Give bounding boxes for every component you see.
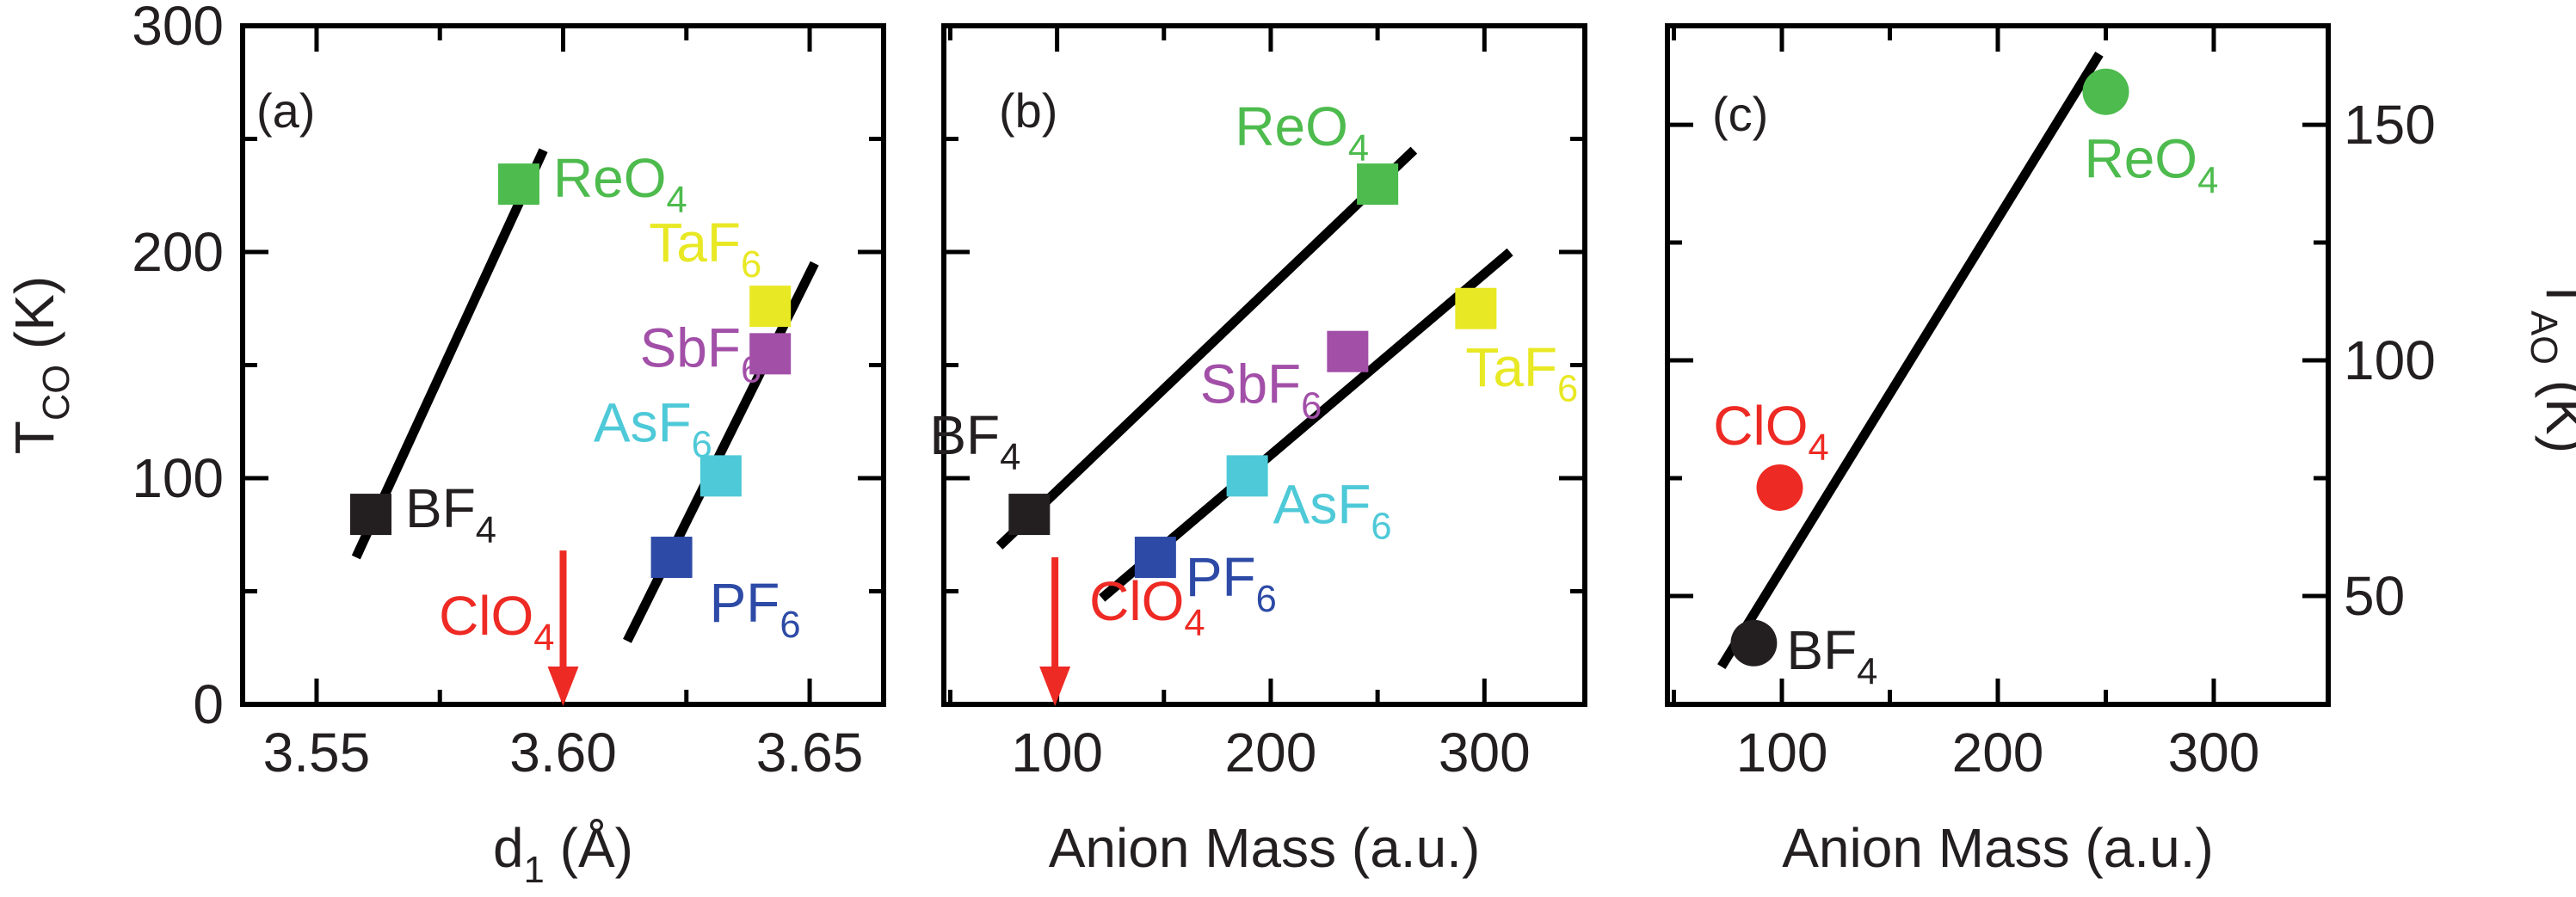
arrow-head xyxy=(1039,667,1071,706)
panel-label: (b) xyxy=(999,83,1057,138)
label-asf: AsF6 xyxy=(594,391,712,465)
x-tick-label: 200 xyxy=(1952,722,2044,783)
y-tick-label: 0 xyxy=(193,673,224,735)
panel-label: (a) xyxy=(256,83,315,138)
label-sbf: SbF6 xyxy=(1200,353,1322,427)
marker-taf xyxy=(1455,287,1497,329)
label-clo: ClO4 xyxy=(1713,395,1828,469)
x-axis-title: Anion Mass (a.u.) xyxy=(1782,817,2214,879)
x-tick-label: 3.55 xyxy=(263,722,371,783)
label-reo: ReO4 xyxy=(1235,95,1369,169)
arrow-label: ClO4 xyxy=(439,585,554,659)
fit-line xyxy=(995,146,1418,550)
label-bf: BF4 xyxy=(1786,619,1877,693)
arrow-head xyxy=(547,667,579,706)
label-reo: ReO4 xyxy=(553,147,687,221)
fit-line xyxy=(351,148,548,560)
marker-reo xyxy=(1357,163,1399,206)
x-axis-title: Anion Mass (a.u.) xyxy=(1049,817,1481,879)
x-tick-label: 200 xyxy=(1225,722,1317,783)
marker-reo xyxy=(497,163,539,206)
y-tick-label: 50 xyxy=(2344,565,2405,627)
label-sbf: SbF6 xyxy=(640,316,762,390)
marker-sbf xyxy=(749,333,792,375)
arrow-label: ClO4 xyxy=(1089,570,1205,644)
marker-clo xyxy=(1756,464,1803,511)
marker-pf xyxy=(650,537,693,579)
marker-pf xyxy=(1134,537,1176,579)
panel-a: 3.55 3.60 3.65 0 100 200 300 (a) d1 (Å) TCO (K) Cl… xyxy=(3,0,886,891)
marker-taf xyxy=(749,286,792,328)
marker-bf xyxy=(1008,494,1051,536)
fit-line xyxy=(1717,51,2104,670)
y-tick-label: 200 xyxy=(132,221,224,283)
label-asf: AsF6 xyxy=(1273,473,1392,547)
label-pf: PF6 xyxy=(1186,546,1277,620)
panel-label: (c) xyxy=(1712,87,1768,141)
x-tick-label: 100 xyxy=(1736,722,1828,783)
label-bf: BF4 xyxy=(405,477,496,551)
x-tick-label: 3.65 xyxy=(756,722,864,783)
marker-sbf xyxy=(1327,330,1369,372)
x-axis-title: d1 (Å) xyxy=(493,817,633,891)
y-axis-title: TAO (K) xyxy=(2523,277,2576,453)
y-axis-title: TCO (K) xyxy=(3,276,77,454)
panel-c: 100 200 300 50 100 150 (c) Anion Mass (a.u.) TAO… xyxy=(1665,23,2576,879)
marker-asf xyxy=(1226,455,1268,497)
label-taf: TaF6 xyxy=(1465,336,1578,410)
x-tick-label: 300 xyxy=(2168,722,2260,783)
marker-asf xyxy=(699,455,742,497)
y-tick-label: 100 xyxy=(132,447,224,509)
y-tick-label: 150 xyxy=(2344,94,2436,156)
x-tick-label: 3.60 xyxy=(509,722,617,783)
y-tick-label: 100 xyxy=(2344,329,2436,391)
label-taf: TaF6 xyxy=(649,212,761,286)
marker-bf xyxy=(350,494,391,536)
label-pf: PF6 xyxy=(710,572,801,646)
label-reo: ReO4 xyxy=(2084,128,2218,202)
y-tick-label: 300 xyxy=(132,0,224,57)
x-tick-label: 100 xyxy=(1011,722,1103,783)
panel-b: 100 200 300 (b) Anion Mass (a.u.) ClO4 BF4 ReO4… xyxy=(929,23,1587,879)
marker-reo xyxy=(2082,68,2129,115)
x-tick-label: 300 xyxy=(1439,722,1531,783)
label-bf: BF4 xyxy=(929,404,1020,478)
marker-bf xyxy=(1730,619,1778,667)
